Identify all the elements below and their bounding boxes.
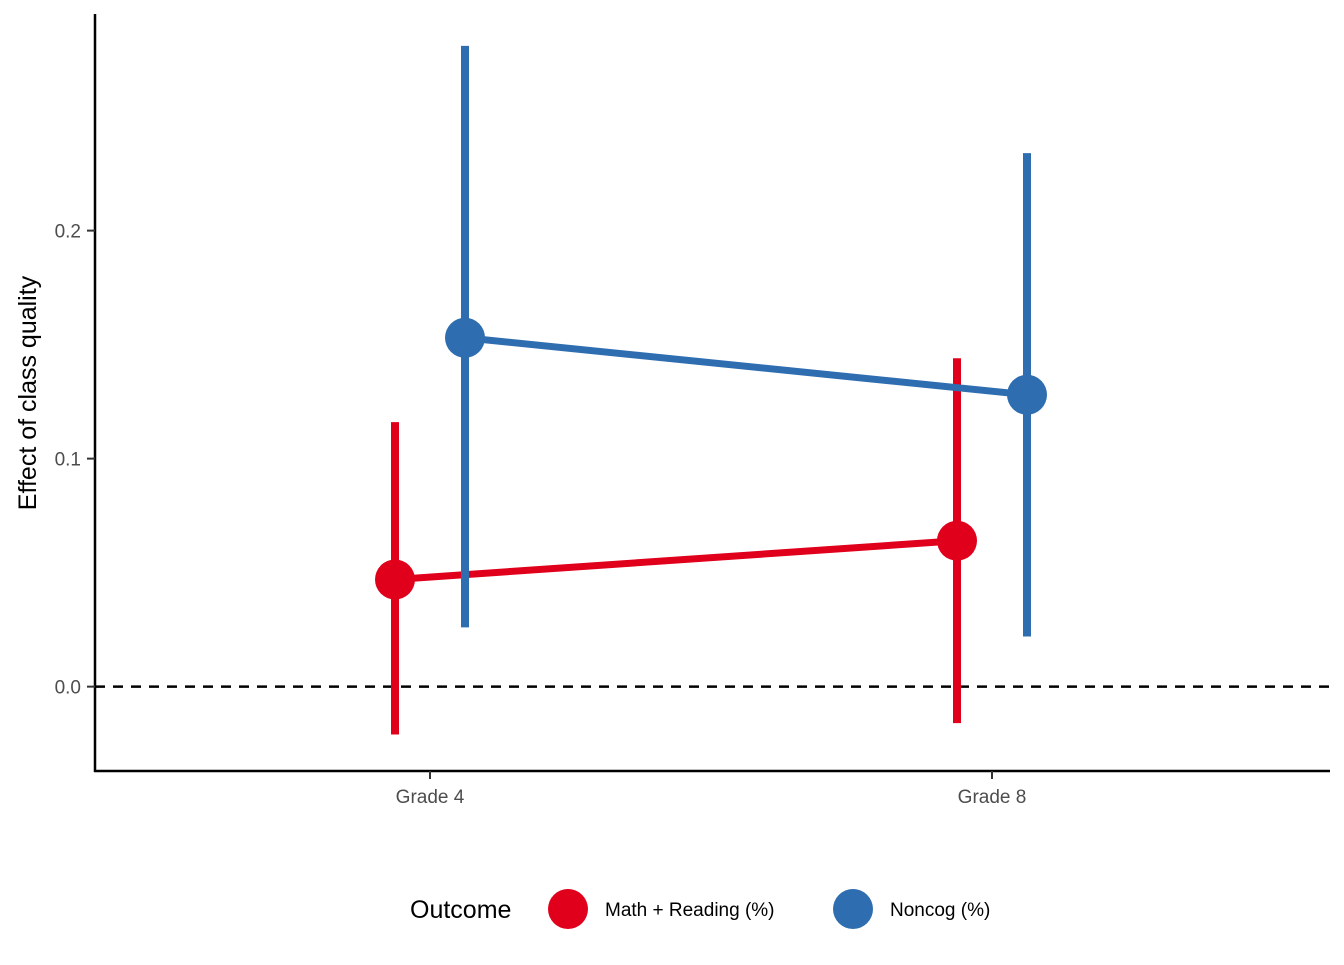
- y-tick-label-2: 0.1: [55, 450, 81, 471]
- series-line-math-reading: [394, 537, 958, 583]
- plot-area: [95, 45, 1330, 735]
- legend: Outcome Math + Reading (%) Noncog (%): [410, 889, 990, 929]
- point-math-reading-2: [937, 520, 977, 561]
- legend-label-noncog: Noncog (%): [890, 900, 990, 921]
- point-noncog-2: [1007, 374, 1047, 415]
- legend-key-noncog: [833, 889, 873, 929]
- y-tick-label-3: 0.2: [55, 222, 81, 243]
- legend-key-math-reading: [548, 889, 588, 929]
- y-tick-label-1: 0.0: [55, 678, 81, 699]
- y-axis-title: Effect of class quality: [14, 275, 42, 510]
- point-math-reading-1: [375, 559, 415, 600]
- axes: 0.0 0.1 0.2 Grade 4 Grade 8: [55, 14, 1330, 808]
- x-tick-label-2: Grade 8: [958, 787, 1027, 808]
- legend-label-math-reading: Math + Reading (%): [605, 900, 775, 921]
- series-line-noncog: [464, 334, 1028, 399]
- point-noncog-1: [445, 317, 485, 358]
- legend-title: Outcome: [410, 896, 511, 924]
- x-tick-label-1: Grade 4: [396, 787, 465, 808]
